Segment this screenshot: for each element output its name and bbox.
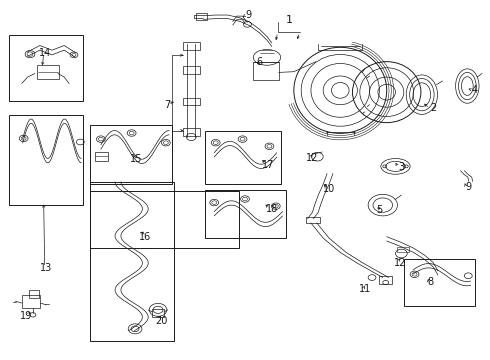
Text: 13: 13: [40, 263, 52, 273]
Text: 4: 4: [471, 85, 478, 95]
Bar: [95, 152, 108, 161]
Bar: [90, 125, 172, 184]
Text: 9: 9: [466, 182, 472, 192]
Bar: [379, 276, 392, 284]
Text: 8: 8: [428, 277, 434, 287]
Bar: [306, 217, 320, 223]
Bar: [183, 128, 200, 136]
Text: 19: 19: [20, 311, 32, 320]
Text: 9: 9: [246, 10, 252, 20]
Bar: [183, 98, 200, 105]
Bar: [397, 247, 409, 252]
Text: 12: 12: [394, 258, 407, 268]
Bar: [152, 309, 164, 317]
Text: 20: 20: [155, 316, 167, 325]
Bar: [404, 259, 475, 306]
Text: 6: 6: [257, 57, 263, 67]
Text: 18: 18: [266, 204, 278, 215]
Bar: [9, 35, 83, 101]
Text: 7: 7: [164, 100, 170, 110]
Bar: [205, 190, 286, 238]
Bar: [205, 131, 281, 184]
Text: 2: 2: [430, 103, 436, 113]
Text: 12: 12: [306, 153, 318, 163]
Text: 1: 1: [286, 15, 293, 26]
Bar: [90, 182, 174, 341]
Bar: [183, 42, 200, 50]
Bar: [196, 13, 207, 21]
Text: 10: 10: [323, 184, 335, 194]
Text: 14: 14: [39, 48, 51, 58]
Bar: [37, 65, 59, 79]
Bar: [253, 62, 279, 80]
Bar: [9, 116, 83, 205]
Text: 16: 16: [139, 232, 151, 242]
Text: 11: 11: [359, 284, 371, 294]
Text: 17: 17: [262, 159, 274, 170]
Text: 15: 15: [130, 154, 143, 164]
Bar: [183, 66, 200, 74]
Bar: [22, 295, 40, 309]
Bar: [90, 191, 239, 248]
Text: 5: 5: [376, 206, 383, 216]
Bar: [29, 290, 39, 298]
Text: 3: 3: [398, 162, 404, 172]
